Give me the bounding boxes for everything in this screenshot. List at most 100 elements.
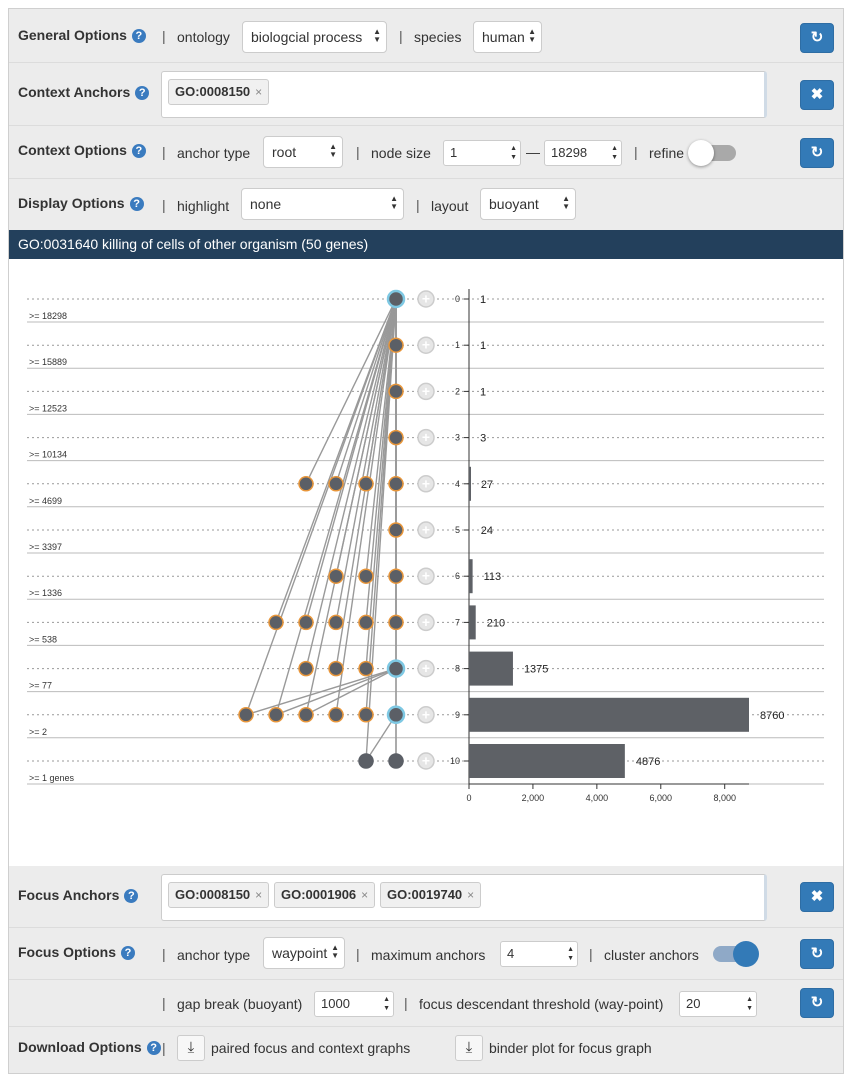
bar[interactable]: [469, 651, 513, 686]
expand-icon[interactable]: [417, 659, 435, 678]
expand-icon[interactable]: [417, 706, 435, 724]
graph-node[interactable]: [238, 707, 254, 723]
graph-node[interactable]: [298, 660, 314, 677]
expand-icon[interactable]: [417, 336, 435, 354]
highlight-select[interactable]: none ▲ ▼: [241, 188, 404, 220]
clear-focus-anchors-button[interactable]: ✖: [800, 882, 834, 912]
help-icon[interactable]: ?: [135, 86, 150, 100]
tag-remove-icon[interactable]: ×: [255, 888, 263, 902]
threshold-input[interactable]: 20 ▲ ▼: [679, 991, 757, 1017]
spinner-icon[interactable]: ▲ ▼: [611, 145, 618, 161]
graph-node[interactable]: [268, 707, 284, 723]
graph-node[interactable]: [298, 614, 314, 631]
x-tick-label: 6,000: [650, 793, 673, 803]
expand-icon[interactable]: [417, 428, 435, 447]
focus-anchor-type-select[interactable]: waypoint ▲ ▼: [263, 937, 345, 969]
bar[interactable]: [469, 466, 471, 501]
bar[interactable]: [469, 605, 476, 640]
graph-node[interactable]: [358, 614, 374, 631]
graph-node[interactable]: [358, 476, 374, 492]
spinner-icon[interactable]: ▲ ▼: [567, 946, 574, 962]
tag-remove-icon[interactable]: ×: [255, 85, 263, 99]
graph-node[interactable]: [388, 429, 404, 446]
help-icon[interactable]: ?: [124, 889, 139, 903]
expand-icon[interactable]: [417, 290, 435, 308]
spinner-icon[interactable]: ▲ ▼: [746, 996, 753, 1012]
graph-node[interactable]: [328, 707, 344, 723]
help-icon[interactable]: ?: [129, 197, 144, 211]
expand-icon[interactable]: [417, 752, 435, 770]
refresh-threshold-button[interactable]: ↻: [800, 988, 834, 1018]
expand-icon[interactable]: [417, 475, 435, 493]
highlighted-graph-node[interactable]: [386, 705, 406, 725]
graph-node[interactable]: [358, 753, 374, 769]
expand-icon[interactable]: [417, 613, 435, 632]
tag-remove-icon[interactable]: ×: [361, 888, 369, 902]
graph-node[interactable]: [388, 614, 404, 631]
separator: |: [634, 144, 638, 160]
refresh-general-button[interactable]: ↻: [800, 23, 834, 53]
highlighted-graph-node[interactable]: [386, 289, 406, 309]
graph-node[interactable]: [388, 753, 404, 769]
graph-edge: [245, 298, 397, 716]
graph-node[interactable]: [388, 568, 404, 584]
anchor-tag[interactable]: GO:0001906 ×: [274, 882, 376, 908]
graph-node[interactable]: [328, 476, 344, 492]
help-icon[interactable]: ?: [121, 946, 135, 960]
graph-node[interactable]: [328, 568, 344, 584]
expand-icon[interactable]: [417, 567, 435, 585]
gap-break-input[interactable]: 1000 ▲ ▼: [314, 991, 394, 1017]
download-binder-button[interactable]: ⤓: [455, 1035, 483, 1061]
row-threshold-label: >= 2: [29, 727, 47, 737]
node-size-max-input[interactable]: 18298 ▲ ▼: [544, 140, 622, 166]
context-graph: >= 18298 >= 15889 >= 12523 >= 10134 >= 4699 >…: [27, 289, 824, 803]
refresh-focus-button[interactable]: ↻: [800, 939, 834, 969]
paired-download-label[interactable]: paired focus and context graphs: [211, 1040, 411, 1056]
help-icon[interactable]: ?: [131, 29, 146, 43]
expand-icon[interactable]: [417, 521, 435, 539]
bar[interactable]: [469, 559, 473, 594]
focus-anchors-input[interactable]: GO:0008150 × GO:0001906 × GO:0019740 ×: [161, 874, 767, 921]
graph-node[interactable]: [328, 660, 344, 677]
anchor-tag[interactable]: GO:0008150 ×: [168, 882, 270, 908]
anchor-tag[interactable]: GO:0008150 ×: [168, 79, 270, 105]
graph-node[interactable]: [328, 614, 344, 631]
binder-download-label[interactable]: binder plot for focus graph: [489, 1040, 652, 1056]
graph-node[interactable]: [388, 522, 404, 538]
graph-node[interactable]: [298, 707, 314, 723]
anchor-type-select[interactable]: root ▲ ▼: [263, 136, 343, 168]
expand-icon[interactable]: [417, 382, 435, 401]
node-size-dash: —: [526, 144, 540, 160]
bar-value-label: 4876: [636, 756, 660, 768]
bar[interactable]: [469, 744, 625, 778]
cluster-anchors-toggle[interactable]: [713, 941, 759, 967]
maximum-anchors-input[interactable]: 4 ▲ ▼: [500, 941, 578, 967]
refine-toggle[interactable]: [688, 140, 736, 166]
graph-node[interactable]: [358, 568, 374, 584]
anchor-tag[interactable]: GO:0019740 ×: [380, 882, 482, 908]
graph-node[interactable]: [298, 476, 314, 492]
graph-node[interactable]: [358, 660, 374, 677]
ontology-select[interactable]: biologcial process ▲ ▼: [242, 21, 387, 53]
tag-remove-icon[interactable]: ×: [467, 888, 475, 902]
layout-select[interactable]: buoyant ▲ ▼: [480, 188, 576, 220]
graph-node[interactable]: [388, 383, 404, 400]
species-select[interactable]: human ▲ ▼: [473, 21, 542, 53]
highlighted-graph-node[interactable]: [386, 659, 406, 678]
node-size-min-input[interactable]: 1 ▲ ▼: [443, 140, 521, 166]
download-paired-button[interactable]: ⤓: [177, 1035, 205, 1061]
graph-node[interactable]: [268, 614, 284, 631]
clear-context-anchors-button[interactable]: ✖: [800, 80, 834, 110]
graph-node[interactable]: [388, 337, 404, 353]
spinner-icon[interactable]: ▲ ▼: [383, 996, 390, 1012]
level-tick-label: 1: [455, 340, 460, 350]
graph-node[interactable]: [358, 707, 374, 723]
refresh-context-button[interactable]: ↻: [800, 138, 834, 168]
graph-node[interactable]: [388, 476, 404, 492]
help-icon[interactable]: ?: [131, 144, 146, 158]
level-tick-label: 6: [455, 571, 460, 581]
help-icon[interactable]: ?: [146, 1041, 161, 1055]
context-anchors-input[interactable]: GO:0008150 ×: [161, 71, 767, 118]
spinner-icon[interactable]: ▲ ▼: [510, 145, 517, 161]
bar[interactable]: [469, 697, 749, 732]
